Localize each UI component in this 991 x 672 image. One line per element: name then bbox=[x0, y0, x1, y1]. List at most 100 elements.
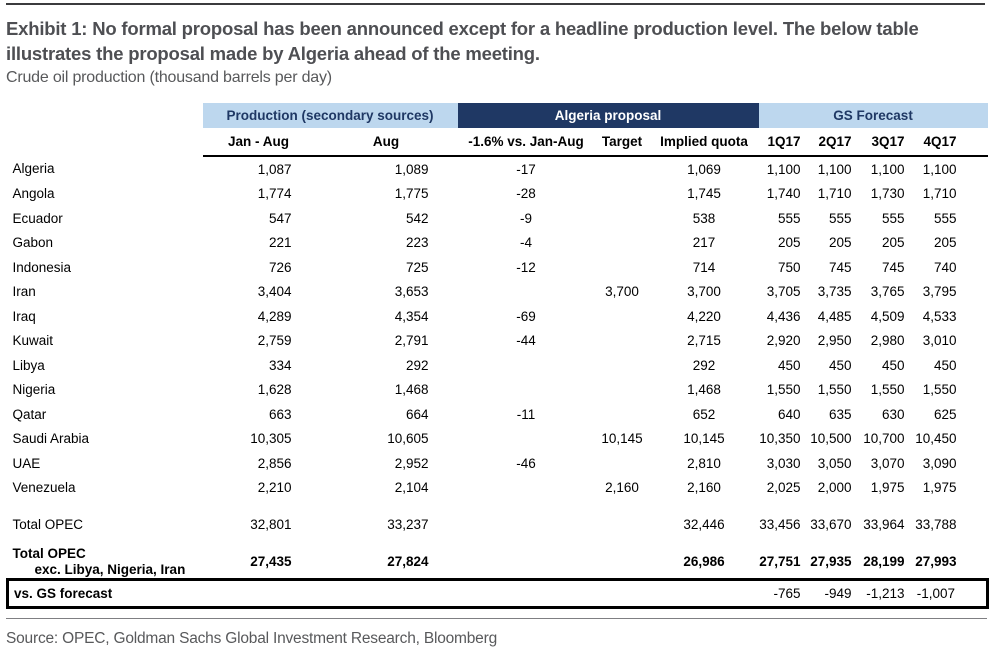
row-label: Ecuador bbox=[12, 210, 63, 226]
cell-3q17: 1,100 bbox=[870, 161, 905, 177]
cell-implied-quota: 1,069 bbox=[687, 161, 721, 177]
cell-3q17: 630 bbox=[882, 406, 905, 422]
cell-4q17: 3,090 bbox=[922, 455, 957, 471]
cell-jan-aug: 4,289 bbox=[257, 308, 292, 324]
cell-delta: -9 bbox=[519, 210, 532, 226]
table-row: Indonesia 726 725 -12 714 750 745 745 74… bbox=[8, 255, 988, 280]
cell-implied-quota: 652 bbox=[692, 406, 716, 422]
cell-aug: 4,354 bbox=[394, 308, 429, 324]
table-row: Kuwait 2,759 2,791 -44 2,715 2,920 2,950… bbox=[8, 329, 988, 354]
cell-1q17: 2,025 bbox=[766, 480, 801, 496]
cell-2q17: 1,710 bbox=[817, 186, 852, 202]
cell-implied-quota: 4,220 bbox=[687, 308, 721, 324]
table-row: Nigeria 1,628 1,468 1,468 1,550 1,550 1,… bbox=[8, 378, 988, 403]
col-header-1q17: 1Q17 bbox=[758, 128, 807, 157]
cell-3q17: 33,964 bbox=[863, 516, 905, 532]
col-header-4q17: 4Q17 bbox=[910, 128, 988, 157]
table-row: Saudi Arabia 10,305 10,605 10,145 10,145… bbox=[8, 427, 988, 452]
production-table: Production (secondary sources) Algeria p… bbox=[6, 103, 990, 609]
cell-aug: 1,468 bbox=[394, 382, 429, 398]
vs-gs-forecast-row: vs. GS forecast -765 -949 -1,213 -1,007 bbox=[6, 577, 990, 609]
cell-jan-aug: 1,774 bbox=[257, 186, 292, 202]
cell-3q17: -1,213 bbox=[857, 577, 911, 609]
cell-jan-aug: 221 bbox=[268, 235, 292, 251]
cell-delta: -46 bbox=[516, 455, 536, 471]
cell-aug: 1,775 bbox=[394, 186, 429, 202]
row-label: Nigeria bbox=[12, 382, 56, 398]
cell-4q17: 555 bbox=[934, 210, 957, 226]
cell-2q17: 205 bbox=[829, 235, 852, 251]
table-row: Qatar 663 664 -11 652 640 635 630 625 bbox=[8, 402, 988, 427]
cell-delta bbox=[458, 427, 595, 452]
cell-3q17: 3,070 bbox=[870, 455, 905, 471]
group-header-algeria-proposal: Algeria proposal bbox=[457, 103, 759, 128]
row-label-line1: Total OPEC bbox=[12, 545, 86, 561]
col-header-aug: Aug bbox=[314, 128, 458, 157]
table-row: Iraq 4,289 4,354 -69 4,220 4,436 4,485 4… bbox=[8, 304, 988, 329]
cell-jan-aug bbox=[202, 577, 315, 609]
cell-target bbox=[595, 378, 650, 403]
cell-jan-aug: 2,210 bbox=[257, 480, 292, 496]
cell-jan-aug: 1,628 bbox=[257, 382, 292, 398]
cell-delta bbox=[458, 378, 595, 403]
row-label: vs. GS forecast bbox=[6, 577, 203, 609]
col-header-implied-quota: Implied quota bbox=[649, 128, 759, 157]
cell-delta: -17 bbox=[516, 161, 536, 177]
cell-4q17: 1,710 bbox=[922, 186, 957, 202]
cell-delta: -44 bbox=[516, 333, 536, 349]
cell-target bbox=[594, 577, 650, 609]
cell-2q17: 745 bbox=[829, 259, 852, 275]
cell-2q17: 3,050 bbox=[817, 455, 852, 471]
row-label: Saudi Arabia bbox=[12, 431, 90, 447]
cell-target bbox=[595, 156, 650, 182]
cell-implied-quota: 538 bbox=[692, 210, 716, 226]
cell-1q17: 1,550 bbox=[766, 382, 801, 398]
cell-target: 2,160 bbox=[605, 480, 639, 496]
cell-2q17: 635 bbox=[829, 406, 852, 422]
cell-implied-quota: 217 bbox=[692, 235, 716, 251]
cell-target bbox=[595, 304, 650, 329]
cell-1q17: 4,436 bbox=[766, 308, 801, 324]
cell-3q17: 450 bbox=[882, 357, 905, 373]
source-line: Source: OPEC, Goldman Sachs Global Inves… bbox=[6, 629, 497, 647]
cell-implied-quota: 2,810 bbox=[687, 455, 721, 471]
cell-aug: 3,653 bbox=[394, 284, 429, 300]
cell-1q17: 1,740 bbox=[766, 186, 801, 202]
cell-aug: 27,824 bbox=[387, 554, 429, 569]
cell-target bbox=[595, 329, 650, 354]
cell-1q17: 205 bbox=[778, 235, 801, 251]
cell-implied-quota: 292 bbox=[692, 357, 716, 373]
cell-1q17: 10,350 bbox=[759, 431, 801, 447]
cell-2q17: -949 bbox=[806, 577, 858, 609]
cell-aug: 1,089 bbox=[394, 161, 429, 177]
cell-implied-quota: 1,468 bbox=[687, 382, 721, 398]
group-header-gs-forecast: GS Forecast bbox=[758, 103, 988, 128]
cell-target: 3,700 bbox=[605, 284, 639, 300]
cell-3q17: 1,730 bbox=[870, 186, 905, 202]
exhibit-page: Exhibit 1: No formal proposal has been a… bbox=[0, 3, 991, 648]
row-label: Iraq bbox=[12, 308, 36, 324]
cell-3q17: 555 bbox=[882, 210, 905, 226]
cell-implied-quota: 2,160 bbox=[687, 480, 721, 496]
cell-4q17: 10,450 bbox=[915, 431, 957, 447]
cell-implied-quota: 1,745 bbox=[687, 186, 721, 202]
total-opec-excl-row: Total OPEC exc. Libya, Nigeria, Iran 27,… bbox=[8, 537, 988, 580]
cell-jan-aug: 27,435 bbox=[250, 554, 292, 569]
cell-2q17: 4,485 bbox=[817, 308, 852, 324]
cell-2q17: 1,550 bbox=[817, 382, 852, 398]
cell-implied-quota: 2,715 bbox=[687, 333, 721, 349]
cell-3q17: 28,199 bbox=[863, 554, 905, 569]
cell-1q17: 640 bbox=[778, 406, 801, 422]
cell-4q17: 1,100 bbox=[922, 161, 957, 177]
cell-aug: 2,952 bbox=[394, 455, 429, 471]
cell-2q17: 555 bbox=[829, 210, 852, 226]
cell-target bbox=[595, 353, 650, 378]
row-label: Angola bbox=[12, 186, 55, 202]
cell-1q17: 1,100 bbox=[766, 161, 801, 177]
cell-target bbox=[595, 451, 650, 476]
cell-delta: -69 bbox=[516, 308, 536, 324]
country-rows: Algeria 1,087 1,089 -17 1,069 1,100 1,10… bbox=[8, 156, 988, 500]
cell-2q17: 27,935 bbox=[810, 554, 852, 569]
table-row: Libya 334 292 292 450 450 450 450 bbox=[8, 353, 988, 378]
cell-target bbox=[595, 537, 650, 580]
